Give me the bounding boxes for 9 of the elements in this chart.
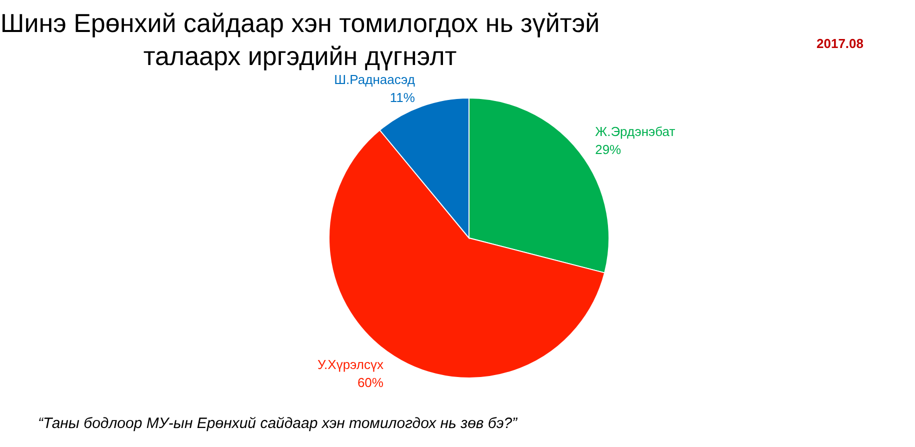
data-label: 29% <box>595 142 622 158</box>
chart-title: Шинэ Ерөнхий сайдаар хэн томилогдох нь зүйтэй талаарх иргэдийн дүгнэлт <box>0 8 600 71</box>
text: “Таны бодлоор МУ-ын Ерөнхий сайдаар хэн томилогдох нь зөв бэ?” <box>38 415 518 432</box>
slice-label: У.Хүрэлсүх <box>318 356 384 372</box>
slice-label: Ш.Раднаасэд <box>334 72 416 87</box>
data-label: 60% <box>357 374 384 390</box>
data-label: 11% <box>390 90 416 105</box>
slice-label: Ж.Эрдэнэбат <box>595 124 676 140</box>
text: 2017.08 <box>816 36 864 51</box>
